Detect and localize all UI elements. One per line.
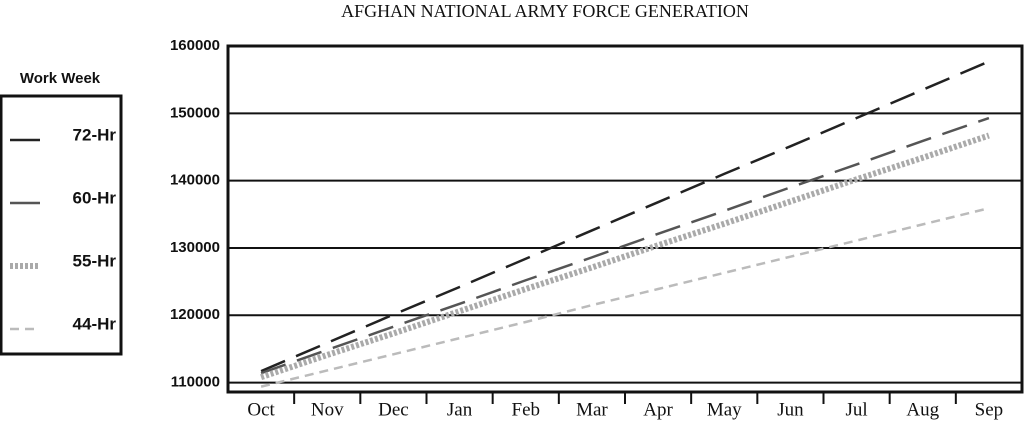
- x-tick-label: Aug: [906, 399, 939, 420]
- legend-title: Work Week: [20, 70, 101, 87]
- x-tick-label: Dec: [378, 399, 409, 420]
- y-tick-label: 140000: [170, 172, 220, 189]
- x-tick-label: Nov: [311, 399, 344, 420]
- x-tick-label: Sep: [975, 399, 1004, 420]
- series-line: [260, 132, 990, 381]
- x-tick-label: Oct: [247, 399, 275, 420]
- x-tick-label: Mar: [576, 399, 608, 420]
- series-line: [260, 60, 990, 373]
- series-line: [260, 116, 990, 375]
- legend-label: 72-Hr: [73, 125, 117, 144]
- x-tick-label: Jan: [447, 399, 473, 420]
- y-tick-label: 130000: [170, 239, 220, 256]
- legend-box: [0, 94, 123, 356]
- legend-label: 55-Hr: [73, 251, 117, 270]
- x-tick-label: Jun: [777, 399, 804, 420]
- y-tick-label: 160000: [170, 37, 220, 54]
- x-tick-label: May: [707, 399, 742, 420]
- chart-title: AFGHAN NATIONAL ARMY FORCE GENERATION: [341, 1, 749, 21]
- x-tick-label: Apr: [643, 399, 673, 420]
- y-tick-label: 110000: [171, 374, 220, 391]
- x-tick-label: Feb: [512, 399, 541, 420]
- legend-label: 44-Hr: [73, 314, 117, 333]
- legend-label: 60-Hr: [73, 188, 117, 207]
- x-tick-label: Jul: [845, 399, 867, 420]
- y-tick-label: 120000: [170, 306, 220, 323]
- y-tick-label: 150000: [170, 104, 220, 121]
- series-line: [260, 207, 990, 388]
